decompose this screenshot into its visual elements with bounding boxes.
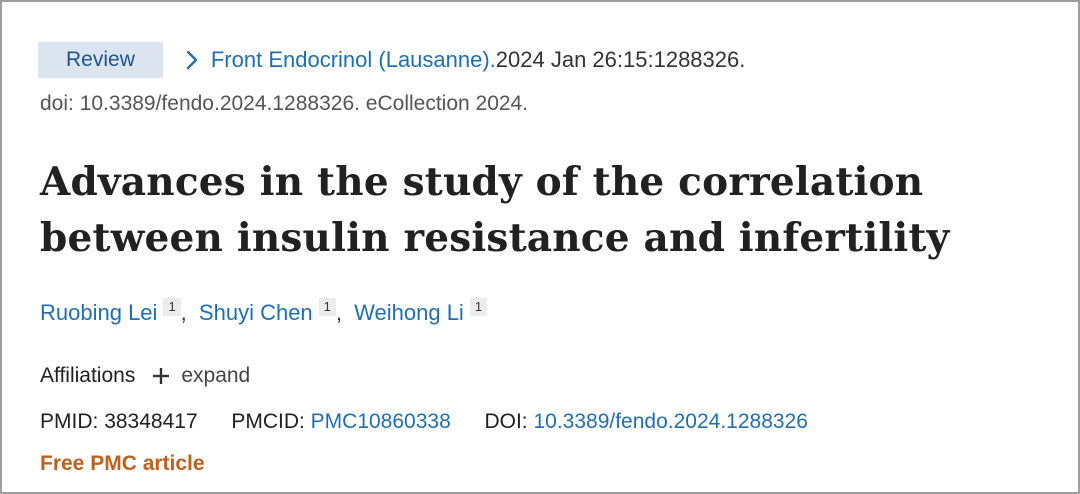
doi-link[interactable]: 10.3389/fendo.2024.1288326 (533, 410, 808, 433)
doi-line: doi: 10.3389/fendo.2024.1288326. eCollec… (40, 92, 529, 115)
author-separator: , (180, 300, 187, 325)
affiliation-ref[interactable]: 1 (163, 298, 181, 316)
chevron-right-icon[interactable] (181, 49, 203, 71)
author-link-weihong-li[interactable]: Weihong Li (354, 300, 464, 325)
publication-info: 2024 Jan 26:15:1288326. (495, 47, 746, 72)
identifiers: PMID: 38348417 PMCID: PMC10860338 DOI: 1… (40, 410, 808, 434)
affiliations-toggle[interactable]: Affiliations expand (40, 364, 250, 388)
plus-icon[interactable] (149, 364, 173, 388)
author-list: Ruobing Lei 1, Shuyi Chen 1, Weihong Li 1 (40, 298, 488, 326)
pmcid-link[interactable]: PMC10860338 (310, 410, 451, 433)
author-link-ruobing-lei[interactable]: Ruobing Lei (40, 300, 158, 325)
citation-header: Review Front Endocrinol (Lausanne). 2024… (38, 42, 745, 78)
doi-label: DOI: (484, 410, 528, 433)
article-type-badge: Review (38, 42, 163, 78)
pmcid-label: PMCID: (231, 410, 305, 433)
expand-link[interactable]: expand (181, 364, 251, 387)
journal-link[interactable]: Front Endocrinol (Lausanne). (210, 47, 496, 72)
author-link-shuyi-chen[interactable]: Shuyi Chen (198, 300, 313, 325)
pmid-value: 38348417 (104, 410, 198, 433)
article-title: Advances in the study of the correlation… (40, 159, 950, 261)
author-separator: , (335, 300, 343, 325)
affiliation-ref[interactable]: 1 (318, 298, 336, 316)
free-pmc-article-link[interactable]: Free PMC article (40, 452, 205, 475)
affiliation-ref[interactable]: 1 (469, 298, 488, 316)
affiliations-label: Affiliations (40, 364, 136, 387)
pmid-label: PMID: (40, 410, 99, 433)
